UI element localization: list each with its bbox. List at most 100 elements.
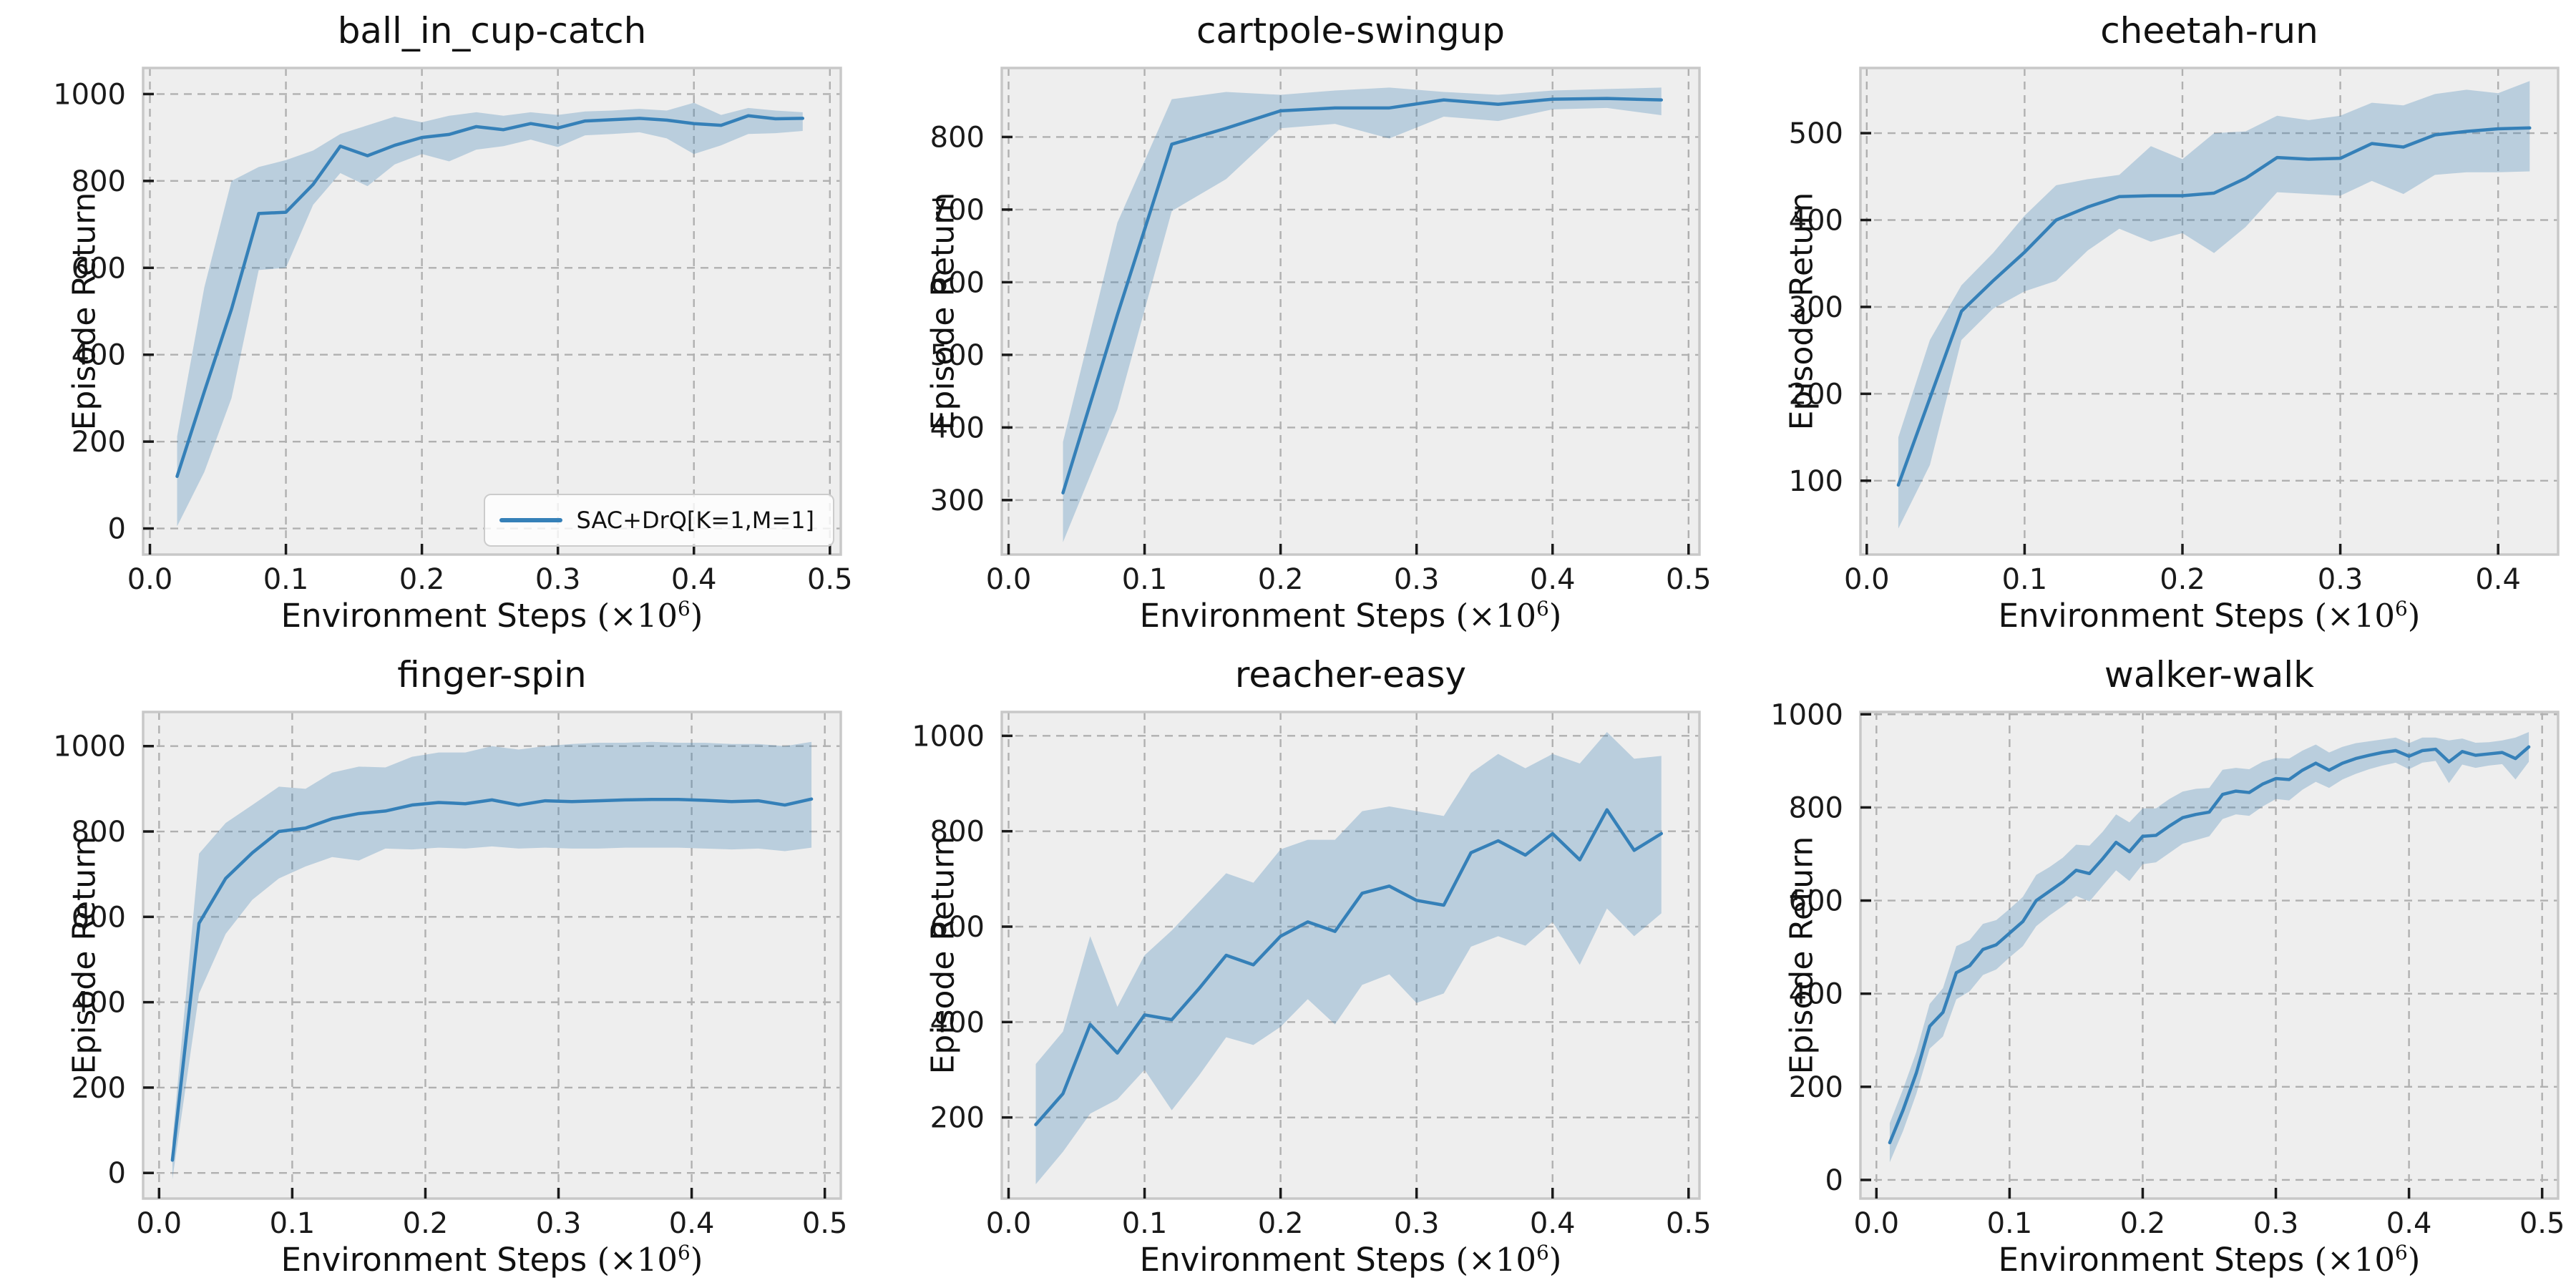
svg-text:400: 400 <box>72 987 126 1020</box>
svg-text:300: 300 <box>930 484 985 517</box>
svg-text:200: 200 <box>72 426 126 459</box>
legend-label: SAC+DrQ[K=1,M=1] <box>576 507 814 534</box>
series-line <box>170 797 814 1162</box>
xlabel-math: (×106) <box>1455 1241 1562 1279</box>
x-axis-label: Environment Steps (×106) <box>1139 597 1562 635</box>
svg-text:600: 600 <box>1789 885 1843 918</box>
gridlines <box>1860 68 2558 555</box>
plot-canvas: 0.0 0.1 0.2 0.3 0.4 0.5 0 200 400 600 800 1000 <box>53 67 853 596</box>
svg-text:0.5: 0.5 <box>2519 1207 2565 1240</box>
svg-text:0.1: 0.1 <box>2002 563 2048 596</box>
svg-text:400: 400 <box>930 1006 985 1039</box>
subplot-ball-in-cup-catch: 0.0 0.1 0.2 0.3 0.4 0.5 0 200 400 600 800 1000 ball… <box>0 0 859 644</box>
svg-text:0.5: 0.5 <box>1666 563 1712 596</box>
svg-text:0.4: 0.4 <box>2386 1207 2432 1240</box>
series-line <box>1061 97 1664 494</box>
tick-marks <box>1860 132 2499 555</box>
svg-text:400: 400 <box>930 411 985 444</box>
svg-text:0.2: 0.2 <box>1258 563 1304 596</box>
svg-text:0.1: 0.1 <box>1987 1207 2033 1240</box>
tick-labels: 0.0 0.1 0.2 0.3 0.4 100 200 300 400 500 <box>1789 117 2521 596</box>
svg-text:0: 0 <box>108 1157 126 1190</box>
svg-text:0.4: 0.4 <box>671 563 717 596</box>
x-axis-label: Environment Steps (×106) <box>1139 1241 1562 1279</box>
svg-text:0.4: 0.4 <box>1530 1207 1576 1240</box>
subplot-walker-walk: 0.0 0.1 0.2 0.3 0.4 0.5 0 200 400 600 800 1000 walk… <box>1717 644 2576 1288</box>
svg-text:200: 200 <box>1789 1071 1843 1104</box>
svg-text:0.1: 0.1 <box>1122 563 1168 596</box>
axes-spines <box>1859 67 2560 556</box>
svg-text:400: 400 <box>1789 978 1843 1011</box>
gridlines <box>1002 712 1699 1199</box>
svg-text:0.0: 0.0 <box>1844 563 1890 596</box>
svg-text:800: 800 <box>1789 791 1843 824</box>
svg-text:500: 500 <box>930 339 985 372</box>
svg-text:0.3: 0.3 <box>535 563 581 596</box>
chart-title: reacher-easy <box>1234 654 1467 696</box>
axes-spines <box>1859 711 2560 1200</box>
y-axis-label: Episode Return <box>1783 836 1820 1075</box>
axes-background <box>143 712 841 1199</box>
plot-canvas: 0.0 0.1 0.2 0.3 0.4 0.5 0 200 400 600 800 1000 <box>1770 698 2565 1240</box>
svg-text:0.2: 0.2 <box>2120 1207 2166 1240</box>
svg-text:600: 600 <box>72 901 126 934</box>
svg-text:0.0: 0.0 <box>1854 1207 1900 1240</box>
xlabel-math: (×106) <box>597 597 703 635</box>
svg-text:0.5: 0.5 <box>802 1207 848 1240</box>
svg-text:0.2: 0.2 <box>2160 563 2205 596</box>
svg-text:0.0: 0.0 <box>986 1207 1032 1240</box>
axes-background <box>143 68 841 555</box>
svg-text:700: 700 <box>930 194 985 227</box>
subplot-finger-spin: 0.0 0.1 0.2 0.3 0.4 0.5 0 200 400 600 800 1000 fing… <box>0 644 859 1288</box>
svg-text:0.3: 0.3 <box>2318 563 2363 596</box>
axes-background <box>1860 68 2558 555</box>
svg-text:0.1: 0.1 <box>263 563 309 596</box>
plot-canvas: 0.0 0.1 0.2 0.3 0.4 0.5 0 200 400 600 800 1000 <box>53 711 848 1240</box>
xlabel-math: (×106) <box>2314 1241 2421 1279</box>
subplot-cartpole-swingup: 0.0 0.1 0.2 0.3 0.4 0.5 300 400 500 600 700 800 car… <box>859 0 1717 644</box>
confidence-band <box>1889 731 2529 1163</box>
series-line <box>1896 126 2532 487</box>
confidence-band <box>1898 81 2530 529</box>
svg-text:300: 300 <box>1789 291 1843 324</box>
svg-text:600: 600 <box>930 911 985 944</box>
axes-spines <box>142 711 842 1200</box>
y-axis-label: Episode Return <box>66 836 103 1075</box>
chart-title: cartpole-swingup <box>1196 10 1505 52</box>
confidence-band <box>172 741 812 1180</box>
axes-spines <box>142 67 842 556</box>
x-axis-label: Environment Steps (×106) <box>280 1241 703 1279</box>
svg-text:0.4: 0.4 <box>1530 563 1576 596</box>
svg-text:0.4: 0.4 <box>2475 563 2521 596</box>
svg-text:0.0: 0.0 <box>986 563 1032 596</box>
xlabel-math: (×106) <box>597 1241 703 1279</box>
x-axis-label: Environment Steps (×106) <box>1998 597 2421 635</box>
svg-text:200: 200 <box>1789 378 1843 411</box>
svg-text:800: 800 <box>72 816 126 849</box>
svg-text:500: 500 <box>1789 117 1843 150</box>
svg-text:1000: 1000 <box>53 731 126 763</box>
svg-text:0.3: 0.3 <box>2253 1207 2299 1240</box>
svg-text:800: 800 <box>930 121 985 154</box>
y-axis-label: Episode Return <box>66 192 103 431</box>
axes-spines <box>1000 67 1701 556</box>
axes-spines <box>1000 711 1701 1200</box>
tick-marks <box>143 744 826 1199</box>
y-axis-label: Episode Return <box>924 836 962 1075</box>
y-axis-label: Episode Return <box>924 192 962 431</box>
chart-title: cheetah-run <box>2100 10 2318 52</box>
tick-marks <box>1860 713 2544 1199</box>
tick-marks <box>1002 734 1690 1199</box>
svg-text:200: 200 <box>930 1102 985 1135</box>
gridlines <box>1002 68 1699 555</box>
xlabel-math: (×106) <box>1455 597 1562 635</box>
svg-text:0: 0 <box>108 513 126 546</box>
series-line <box>175 114 805 478</box>
svg-text:0.2: 0.2 <box>403 1207 449 1240</box>
svg-text:1000: 1000 <box>53 78 126 111</box>
svg-text:0.0: 0.0 <box>137 1207 182 1240</box>
x-axis-label: Environment Steps (×106) <box>280 597 703 635</box>
svg-text:0.4: 0.4 <box>669 1207 715 1240</box>
subplot-reacher-easy: 0.0 0.1 0.2 0.3 0.4 0.5 200 400 600 800 1000 reach… <box>859 644 1717 1288</box>
